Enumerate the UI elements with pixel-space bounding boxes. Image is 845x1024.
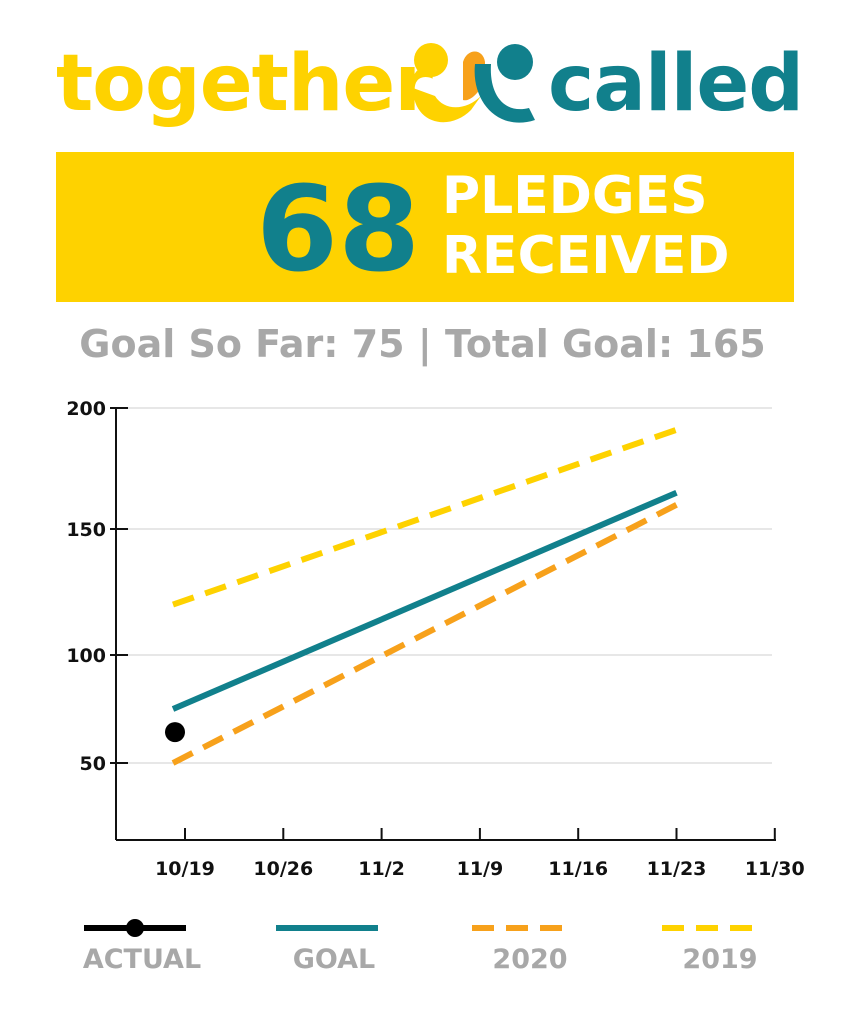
legend-label-goal: GOAL (292, 944, 376, 975)
pledges-label-line2: RECEIVED (442, 226, 730, 286)
pledge-chart: 50 100 150 200 10/19 10/26 11/2 11/9 11/16 11/23 1… (66, 398, 804, 880)
logo: together called (0, 34, 845, 144)
pledges-label-line1: PLEDGES (442, 166, 708, 226)
x-tick-label: 10/19 (155, 858, 215, 880)
legend-label-2020: 2020 (492, 944, 568, 975)
y-tick-label: 100 (66, 645, 106, 667)
legend-swatch-actual (84, 919, 186, 937)
chart-series (165, 426, 678, 766)
x-tick-label: 11/9 (457, 858, 504, 880)
pledges-banner: 68 PLEDGES RECEIVED (56, 152, 794, 302)
together-called-people-icon (413, 43, 535, 123)
series-goal-line (171, 489, 678, 712)
series-2019-line (172, 426, 678, 608)
legend-label-actual: ACTUAL (82, 944, 202, 975)
legend-item-goal: GOAL (254, 900, 414, 990)
legend-item-2019: 2019 (640, 900, 800, 990)
legend-item-actual: ACTUAL (62, 900, 222, 990)
legend-label-2019: 2019 (682, 944, 758, 975)
y-tick-label: 50 (80, 753, 106, 775)
legend-swatch-goal (276, 925, 378, 931)
y-tick-label: 200 (66, 398, 106, 420)
series-actual-point (165, 722, 185, 743)
pledges-count: 68 (256, 160, 421, 298)
chart-axes: 50 100 150 200 10/19 10/26 11/2 11/9 11/16 11/23 1… (66, 398, 804, 880)
legend-item-2020: 2020 (450, 900, 610, 990)
legend-swatch-2020 (472, 925, 574, 931)
x-tick-label: 11/30 (745, 858, 805, 880)
x-tick-label: 11/2 (358, 858, 405, 880)
x-tick-label: 10/26 (253, 858, 313, 880)
x-tick-label: 11/23 (647, 858, 707, 880)
logo-word-together: together (56, 39, 433, 129)
legend-swatch-2019 (662, 925, 764, 931)
chart-grid (116, 407, 772, 764)
y-tick-label: 150 (66, 519, 106, 541)
series-2020-line (171, 502, 678, 766)
logo-word-called: called (548, 39, 804, 129)
x-tick-label: 11/16 (548, 858, 608, 880)
goal-summary: Goal So Far: 75 | Total Goal: 165 (79, 322, 766, 366)
